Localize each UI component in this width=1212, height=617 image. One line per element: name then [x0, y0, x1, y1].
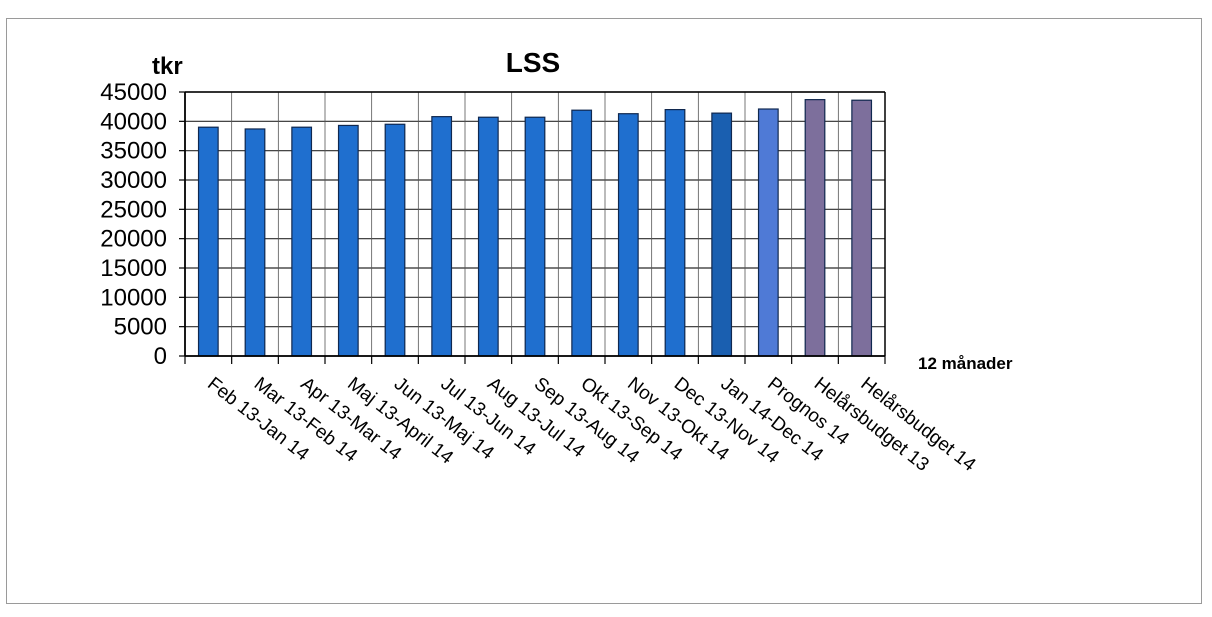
bar — [384, 123, 406, 357]
y-tick-label: 0 — [154, 343, 167, 370]
y-tick-label: 10000 — [100, 284, 167, 311]
bar — [197, 126, 219, 357]
bar — [291, 126, 313, 357]
y-tick-label: 40000 — [100, 108, 167, 135]
bar — [337, 124, 359, 357]
y-tick-label: 20000 — [100, 226, 167, 253]
bar — [851, 99, 873, 357]
bar — [711, 112, 733, 357]
y-axis-unit-label: tkr — [152, 53, 183, 80]
bar — [757, 108, 779, 357]
bar — [244, 128, 266, 357]
chart-title: LSS — [506, 47, 560, 78]
y-tick-label: 45000 — [100, 79, 167, 106]
bar — [477, 116, 499, 357]
bar — [571, 109, 593, 357]
y-tick-label: 5000 — [114, 314, 167, 341]
y-tick-label: 35000 — [100, 138, 167, 165]
y-tick-label: 15000 — [100, 255, 167, 282]
bar — [524, 116, 546, 357]
y-tick-label: 25000 — [100, 196, 167, 223]
y-tick-label: 30000 — [100, 167, 167, 194]
bar — [664, 108, 686, 357]
bar — [431, 116, 453, 357]
bars-layer — [197, 99, 873, 357]
bar — [804, 99, 826, 357]
axes-layer — [179, 91, 886, 364]
x-axis-label: 12 månader — [918, 354, 1013, 373]
bar — [617, 113, 639, 357]
